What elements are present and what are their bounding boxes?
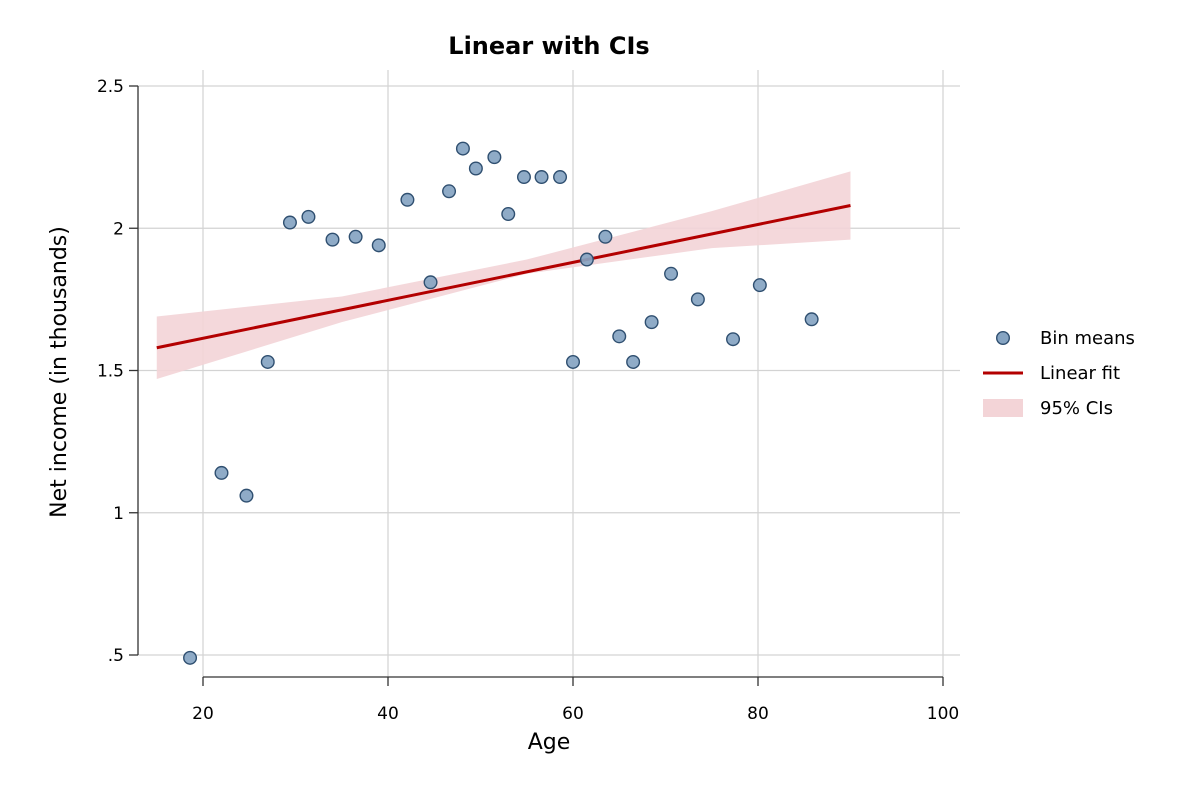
data-point xyxy=(626,354,641,369)
legend-label: 95% CIs xyxy=(1040,398,1113,419)
data-point xyxy=(487,150,502,165)
x-tick-label: 40 xyxy=(377,704,399,724)
data-point xyxy=(516,170,531,185)
linear-fit-line xyxy=(156,204,851,350)
x-tick-label: 100 xyxy=(927,704,959,724)
data-point xyxy=(260,354,275,369)
data-point xyxy=(423,275,438,290)
data-point xyxy=(239,488,254,503)
data-point xyxy=(301,209,316,224)
x-tick-label: 20 xyxy=(192,704,214,724)
data-point xyxy=(468,161,483,176)
data-point xyxy=(726,332,741,347)
data-point xyxy=(371,238,386,253)
data-point xyxy=(400,192,415,207)
legend-label: Linear fit xyxy=(1040,363,1120,384)
x-axis-label: Age xyxy=(528,730,571,755)
tick-labels: 20 40 60 80 100 .5 1 1.5 2 2.5 xyxy=(97,77,959,724)
legend-marker-icon xyxy=(996,331,1011,346)
data-point xyxy=(598,229,613,244)
grid xyxy=(138,70,960,677)
data-point xyxy=(325,232,340,247)
data-point xyxy=(644,315,659,330)
data-point xyxy=(612,329,627,344)
y-tick-label: 1 xyxy=(113,504,124,524)
y-tick-label: 2.5 xyxy=(97,77,124,97)
data-point xyxy=(553,170,568,185)
x-tick-label: 60 xyxy=(562,704,584,724)
data-point xyxy=(501,207,516,222)
data-point xyxy=(282,215,297,230)
legend: Bin means Linear fit 95% CIs xyxy=(983,328,1135,419)
data-point xyxy=(690,292,705,307)
y-tick-label: .5 xyxy=(108,646,124,666)
data-point xyxy=(804,312,819,327)
data-point xyxy=(183,650,198,665)
data-point xyxy=(348,229,363,244)
fit-line-layer xyxy=(156,204,851,350)
data-point xyxy=(566,354,581,369)
x-tick-label: 80 xyxy=(747,704,769,724)
chart-title: Linear with CIs xyxy=(448,32,649,60)
legend-band-icon xyxy=(983,399,1023,417)
y-tick-label: 1.5 xyxy=(97,362,124,382)
y-tick-label: 2 xyxy=(113,219,124,239)
data-point xyxy=(534,170,549,185)
data-point xyxy=(752,278,767,293)
data-point xyxy=(579,252,594,267)
y-axis-label: Net income (in thousands) xyxy=(47,226,72,518)
axes xyxy=(129,85,944,686)
data-point xyxy=(214,465,229,480)
legend-label: Bin means xyxy=(1040,328,1135,349)
data-point xyxy=(455,141,470,156)
data-point xyxy=(442,184,457,199)
data-point xyxy=(664,266,679,281)
points-layer xyxy=(183,141,819,665)
